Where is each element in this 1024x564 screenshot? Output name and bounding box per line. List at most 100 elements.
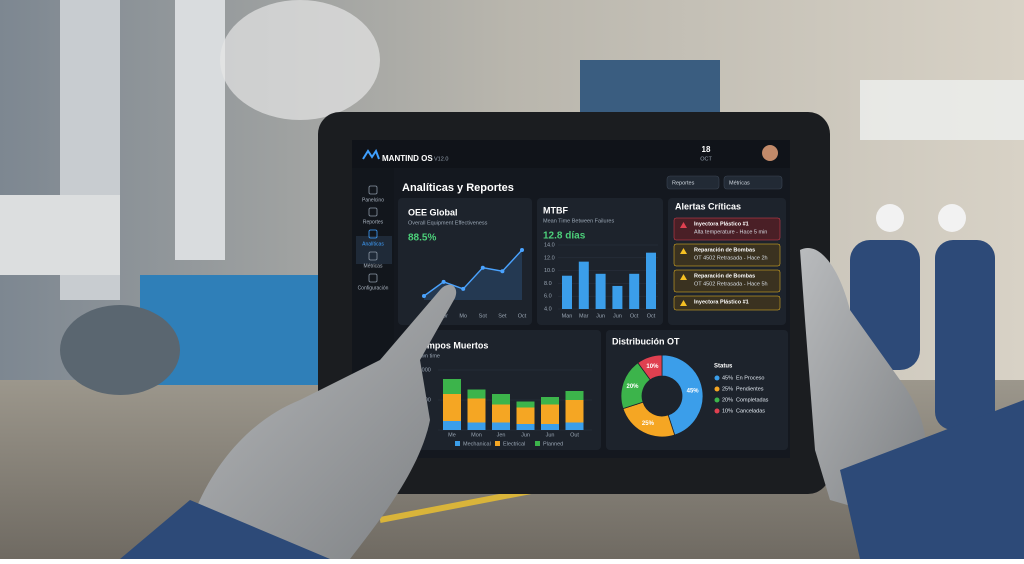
x-tick-label: Jun bbox=[521, 432, 530, 438]
y-tick-label: 4.0 bbox=[544, 306, 552, 312]
x-tick-label: Sot bbox=[479, 313, 488, 319]
value-label: 20% bbox=[627, 384, 640, 390]
nav-item[interactable]: Reportes bbox=[363, 219, 384, 225]
alert-item[interactable] bbox=[673, 295, 781, 311]
alert-item[interactable] bbox=[673, 217, 781, 241]
value-label: 25% bbox=[642, 421, 655, 427]
legend-label: Planned bbox=[543, 441, 563, 447]
alerts-title: Alertas Críticas bbox=[675, 201, 741, 211]
legend-dot bbox=[714, 375, 720, 381]
hands bbox=[120, 248, 1024, 559]
x-tick-label: Jun bbox=[546, 432, 555, 438]
bar-segment bbox=[443, 394, 461, 421]
dashboard: MANTIND OS V12.0 18 OCT Analíticas y Rep… bbox=[382, 145, 750, 211]
legend-label: Mechanical bbox=[463, 441, 491, 447]
bar-segment bbox=[541, 424, 559, 430]
alert-item[interactable] bbox=[673, 269, 781, 293]
chart-subtitle: Down time bbox=[414, 353, 440, 359]
oee-point bbox=[461, 286, 466, 291]
x-tick-label: Oct bbox=[518, 313, 527, 319]
app-version: V12.0 bbox=[434, 156, 448, 162]
chart-title: Distribución OT bbox=[612, 336, 680, 346]
chart-title: OEE Global bbox=[408, 207, 458, 217]
chart-title: MTBF bbox=[543, 205, 568, 215]
legend-label: Completadas bbox=[736, 397, 769, 403]
bar-segment bbox=[492, 404, 510, 423]
y-tick-label: 20 000 bbox=[414, 367, 431, 373]
alert-detail: Alta temperature - Hace 5 min bbox=[694, 229, 767, 235]
legend-swatch bbox=[455, 441, 460, 446]
y-tick-label: 8.0 bbox=[544, 281, 552, 287]
filter[interactable]: Reportes bbox=[672, 180, 695, 186]
legend-swatch bbox=[535, 441, 540, 446]
nav-icon[interactable] bbox=[368, 229, 378, 239]
date-month: OCT bbox=[700, 156, 712, 162]
legend-label: Canceladas bbox=[736, 408, 765, 414]
bar bbox=[646, 252, 656, 309]
bar-segment bbox=[492, 394, 510, 405]
legend-swatch bbox=[495, 441, 500, 446]
alert-title: Reparación de Bombas bbox=[694, 273, 755, 279]
oee-point bbox=[480, 265, 485, 270]
nav-icon[interactable] bbox=[368, 251, 378, 261]
alert-detail: OT 4502 Retrasada - Hace 5h bbox=[694, 281, 768, 287]
bar-segment bbox=[492, 422, 510, 430]
alert-icon bbox=[680, 274, 687, 280]
y-tick-label: 14.0 bbox=[544, 242, 555, 248]
bar-segment bbox=[467, 398, 486, 423]
legend-value: 10% bbox=[722, 408, 733, 414]
oee-point bbox=[441, 279, 446, 284]
legend-dot bbox=[714, 397, 720, 403]
alert-item[interactable] bbox=[673, 243, 781, 267]
x-tick-label: Out bbox=[570, 432, 579, 438]
chart-subtitle: Overall Equipment Effectiveness bbox=[408, 220, 488, 226]
date-day: 18 bbox=[702, 145, 711, 154]
value-label: 10% bbox=[646, 364, 659, 370]
page-title: Analíticas y Reportes bbox=[402, 182, 514, 194]
nav-icon[interactable] bbox=[368, 273, 378, 283]
bar bbox=[578, 261, 589, 309]
bar bbox=[629, 273, 640, 309]
x-tick-label: Mon bbox=[471, 432, 482, 438]
nav-icon[interactable] bbox=[368, 207, 378, 217]
legend-value: 20% bbox=[722, 397, 733, 403]
alert-icon bbox=[680, 248, 687, 254]
alert-icon bbox=[680, 222, 687, 228]
x-tick-label: Jen bbox=[497, 432, 506, 438]
legend-value: 25% bbox=[722, 386, 733, 392]
bar-segment bbox=[541, 404, 559, 424]
legend-value: 45% bbox=[722, 375, 733, 381]
oee-line bbox=[423, 249, 523, 297]
filter[interactable]: Métricas bbox=[729, 180, 750, 186]
chart-headline: 12.8 días bbox=[543, 231, 586, 242]
y-tick-label: 6.0 bbox=[544, 294, 552, 300]
y-tick-label: 12.0 bbox=[544, 255, 555, 261]
x-tick-label: Mar bbox=[579, 313, 589, 319]
bar-segment bbox=[467, 422, 486, 430]
chart-headline: 88.5% bbox=[408, 233, 436, 244]
x-tick-label: Jun bbox=[613, 313, 622, 319]
nav-icon[interactable] bbox=[368, 185, 378, 195]
chart-subtitle: Mean Time Between Failures bbox=[543, 218, 614, 224]
alert-title: Inyectora Plástico #1 bbox=[694, 221, 749, 227]
bar-segment bbox=[565, 400, 584, 423]
bar bbox=[562, 275, 572, 309]
bar-segment bbox=[541, 397, 559, 405]
nav-item[interactable]: Analíticas bbox=[362, 241, 384, 247]
legend-label: Electrical bbox=[503, 441, 525, 447]
x-tick-label: Man bbox=[562, 313, 573, 319]
nav-item[interactable]: Métricas bbox=[364, 263, 383, 269]
bar-segment bbox=[516, 407, 535, 424]
chart-title: Tiempos Muertos bbox=[414, 340, 488, 350]
donut-slice bbox=[637, 354, 663, 381]
donut-slice bbox=[661, 354, 704, 436]
app-name: MANTIND OS bbox=[382, 154, 433, 163]
bar-segment bbox=[516, 401, 535, 408]
legend-title: Status bbox=[714, 364, 733, 370]
oee-point bbox=[520, 248, 524, 252]
nav-item[interactable]: Configuración bbox=[358, 285, 389, 291]
oee-point bbox=[422, 294, 426, 298]
nav-item[interactable]: Panelcino bbox=[362, 197, 384, 203]
x-tick-label: Me bbox=[448, 432, 456, 438]
